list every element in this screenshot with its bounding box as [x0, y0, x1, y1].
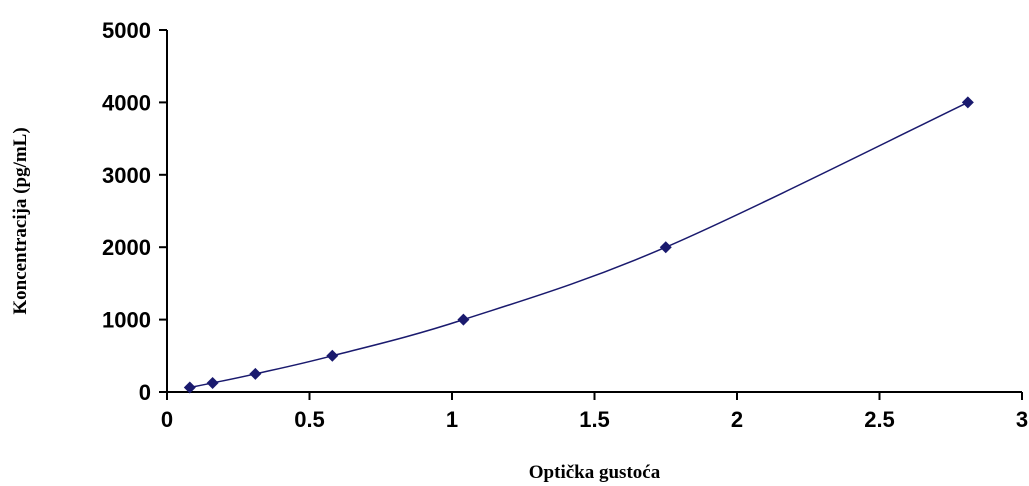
data-points [183, 96, 974, 394]
x-tick-label: 0.5 [294, 407, 325, 432]
x-tick-label: 2 [731, 407, 743, 432]
x-tick-label: 3 [1016, 407, 1028, 432]
y-tick-label: 4000 [102, 90, 151, 115]
y-tick-label: 5000 [102, 18, 151, 43]
y-tick-label: 3000 [102, 163, 151, 188]
y-tick-label: 1000 [102, 308, 151, 333]
data-point-marker [326, 349, 339, 362]
y-axis-title: Koncentracija (pg/mL) [10, 127, 31, 314]
x-axis-ticks: 0 0.5 1 1.5 2 2.5 3 [161, 392, 1028, 432]
data-point-marker [183, 381, 196, 394]
x-tick-label: 1 [446, 407, 458, 432]
x-tick-label: 2.5 [864, 407, 895, 432]
y-tick-label: 2000 [102, 235, 151, 260]
x-tick-label: 0 [161, 407, 173, 432]
data-point-marker [249, 367, 262, 380]
data-point-marker [659, 241, 672, 254]
fit-curve [189, 101, 969, 389]
y-axis-ticks: 0 1000 2000 3000 4000 5000 [102, 18, 167, 405]
y-tick-label: 0 [139, 380, 151, 405]
x-axis-title: Optička gustoća [529, 462, 661, 483]
data-point-marker [206, 376, 219, 389]
data-point-marker [961, 96, 974, 109]
x-tick-label: 1.5 [579, 407, 610, 432]
data-point-marker [457, 313, 470, 326]
